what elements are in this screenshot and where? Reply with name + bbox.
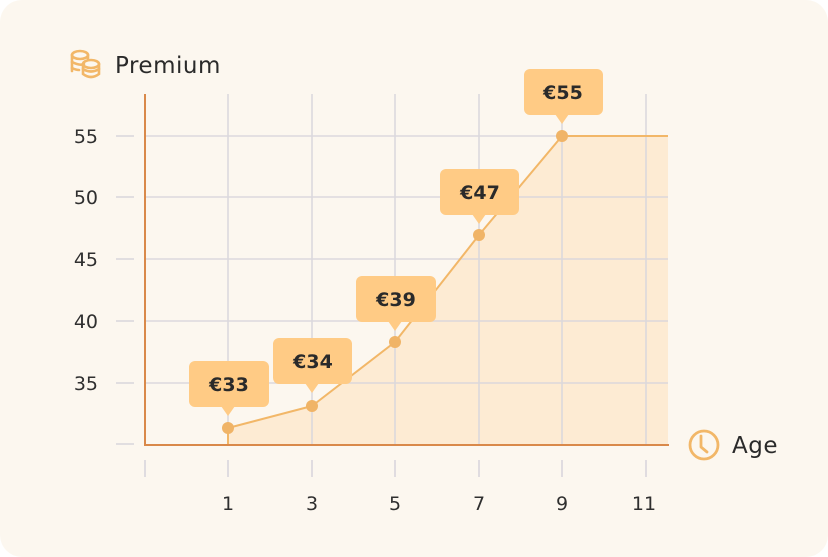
data-point[interactable] xyxy=(222,422,234,434)
x-ticks xyxy=(144,460,647,477)
svg-text:€55: €55 xyxy=(542,82,583,104)
value-label: €33 xyxy=(189,361,269,416)
x-tick-label: 9 xyxy=(556,493,568,515)
area-fill xyxy=(228,136,668,445)
value-label: €39 xyxy=(356,276,436,331)
x-tick-label: 7 xyxy=(473,493,485,515)
y-tick-label: 45 xyxy=(74,249,98,271)
data-points xyxy=(222,130,568,434)
y-axis-title: Premium xyxy=(115,53,221,79)
data-point[interactable] xyxy=(306,400,318,412)
svg-text:€34: €34 xyxy=(292,351,333,373)
axes xyxy=(144,94,669,446)
data-point[interactable] xyxy=(473,229,485,241)
svg-text:€33: €33 xyxy=(208,374,249,396)
x-axis-title: Age xyxy=(732,433,778,459)
y-ticks xyxy=(116,135,134,445)
coins-icon xyxy=(70,49,101,79)
x-tick-label: 3 xyxy=(306,493,318,515)
data-point[interactable] xyxy=(389,336,401,348)
x-tick-label: 1 xyxy=(222,493,234,515)
x-tick-labels: 1 3 5 7 9 11 xyxy=(222,493,656,515)
y-tick-label: 35 xyxy=(74,373,98,395)
y-tick-label: 55 xyxy=(74,126,98,148)
x-tick-label: 5 xyxy=(389,493,401,515)
y-tick-label: 40 xyxy=(74,311,98,333)
x-tick-label: 11 xyxy=(632,493,656,515)
value-label: €55 xyxy=(524,69,603,124)
y-tick-label: 50 xyxy=(74,187,98,209)
y-tick-labels: 55 50 45 40 35 xyxy=(74,126,98,395)
premium-line xyxy=(227,135,668,429)
value-label: €34 xyxy=(273,338,352,393)
svg-text:€47: €47 xyxy=(459,182,500,204)
svg-text:€39: €39 xyxy=(375,289,416,311)
data-point[interactable] xyxy=(556,130,568,142)
value-label: €47 xyxy=(440,169,519,224)
clock-icon xyxy=(688,429,720,461)
